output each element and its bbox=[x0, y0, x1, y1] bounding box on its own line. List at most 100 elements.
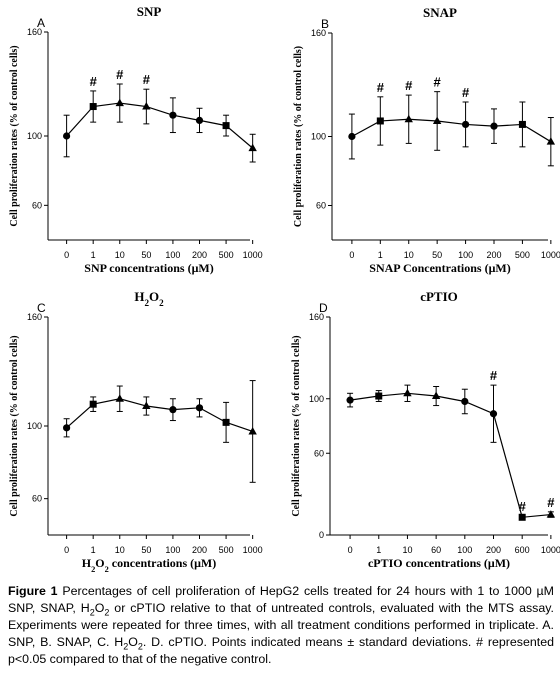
y-axis-label: Cell proliferation rates (% of control c… bbox=[293, 46, 304, 227]
data-point bbox=[142, 102, 151, 110]
significance-mark: # bbox=[143, 72, 151, 87]
data-point bbox=[346, 396, 354, 404]
series-line bbox=[66, 398, 253, 433]
x-tick-label: 10 bbox=[402, 545, 412, 555]
y-tick-label: 60 bbox=[314, 448, 324, 458]
data-point bbox=[375, 392, 383, 400]
x-tick-label: 100 bbox=[165, 545, 180, 555]
x-tick-label: 500 bbox=[219, 250, 234, 260]
x-tick-label: 60 bbox=[431, 545, 441, 555]
data-point bbox=[248, 426, 257, 435]
y-tick-label: 60 bbox=[316, 201, 326, 211]
data-point bbox=[403, 388, 412, 397]
data-point bbox=[142, 401, 151, 410]
data-point bbox=[546, 137, 556, 145]
significance-mark: # bbox=[116, 67, 124, 82]
caption-text-4: O bbox=[128, 635, 138, 649]
y-tick-label: 60 bbox=[32, 494, 42, 504]
x-tick-label: 10 bbox=[115, 250, 125, 260]
y-tick-label: 60 bbox=[32, 200, 42, 210]
caption-sub-2: 2 bbox=[104, 607, 110, 618]
x-tick-label: 1 bbox=[378, 250, 383, 260]
data-point bbox=[461, 397, 469, 406]
series-line bbox=[351, 118, 552, 143]
significance-mark: # bbox=[519, 499, 527, 514]
x-tick-label: 600 bbox=[515, 545, 530, 555]
data-point bbox=[169, 111, 177, 119]
panel-b: SNAP B 60 100 160 0 1 10 50 100 200 500 1000 SNAP Con… bbox=[293, 5, 560, 275]
x-axis-label: cPTIO concentrations (μM) bbox=[368, 556, 510, 570]
data-point bbox=[348, 132, 356, 141]
panel-letter: C bbox=[37, 301, 46, 315]
significance-mark: # bbox=[462, 85, 470, 100]
x-axis-label: H2O2 concentrations (μM) bbox=[82, 556, 217, 574]
panel-letter: D bbox=[319, 301, 328, 315]
y-tick-label: 100 bbox=[27, 421, 42, 431]
data-point bbox=[195, 116, 204, 124]
x-tick-label: 1 bbox=[91, 250, 96, 260]
x-tick-label: 200 bbox=[486, 250, 501, 260]
data-point bbox=[63, 424, 71, 432]
caption-sub-1: 2 bbox=[89, 607, 95, 618]
y-tick-label: 0 bbox=[319, 530, 324, 540]
data-point bbox=[222, 122, 230, 130]
y-axis-label: Cell proliferation rates (% of control c… bbox=[9, 45, 20, 226]
y-tick-label: 160 bbox=[27, 27, 42, 37]
y-tick-label: 100 bbox=[309, 394, 324, 404]
x-tick-label: 0 bbox=[64, 545, 69, 555]
x-tick-label: 10 bbox=[404, 250, 414, 260]
x-tick-label: 1000 bbox=[541, 545, 560, 555]
caption-label: Figure 1 bbox=[8, 584, 58, 598]
data-point bbox=[518, 513, 526, 521]
x-tick-label: 0 bbox=[348, 545, 353, 555]
data-point bbox=[195, 404, 204, 412]
data-point bbox=[63, 132, 71, 140]
data-point bbox=[115, 394, 124, 402]
x-tick-label: 50 bbox=[141, 545, 151, 555]
data-point bbox=[248, 143, 257, 152]
y-axis-label: Cell proliferation rates (% of control c… bbox=[9, 335, 20, 516]
x-tick-label: 50 bbox=[141, 250, 151, 260]
significance-mark: # bbox=[405, 78, 413, 93]
panel-letter: A bbox=[37, 16, 45, 30]
y-tick-label: 160 bbox=[27, 312, 42, 322]
chart-title: cPTIO bbox=[420, 289, 458, 304]
data-point bbox=[222, 418, 230, 426]
data-point bbox=[518, 120, 526, 128]
chart-title: H2O2 bbox=[134, 289, 164, 308]
series-line bbox=[349, 392, 551, 518]
panel-a: SNP A 60 100 160 0 1 10 50 100 200 500 1000 SNP conce… bbox=[9, 4, 263, 275]
y-tick-label: 100 bbox=[27, 131, 42, 141]
significance-mark: # bbox=[377, 80, 385, 95]
x-tick-label: 1 bbox=[376, 545, 381, 555]
data-point bbox=[169, 406, 177, 414]
figure-caption: Figure 1 Percentages of cell proliferati… bbox=[8, 583, 554, 668]
y-axis-label: Cell proliferation rates (% of control c… bbox=[291, 335, 302, 516]
x-tick-label: 100 bbox=[457, 545, 472, 555]
caption-sub-3: 2 bbox=[123, 641, 129, 652]
panel-c: H2O2 C 60 100 160 0 1 10 50 100 200 500 1000 H2O2 con… bbox=[9, 289, 263, 574]
x-tick-label: 0 bbox=[64, 250, 69, 260]
caption-text-1: Percentages of cell proliferation of Hep… bbox=[8, 584, 555, 615]
data-point bbox=[376, 117, 384, 125]
panel-d: cPTIO D 0 60 100 160 0 1 10 60 100 200 600 1000 cPTIO … bbox=[291, 289, 560, 570]
y-tick-label: 160 bbox=[311, 28, 326, 38]
series-line bbox=[66, 102, 254, 149]
x-tick-label: 10 bbox=[115, 545, 125, 555]
x-tick-label: 100 bbox=[165, 250, 180, 260]
x-tick-label: 100 bbox=[458, 250, 473, 260]
caption-sub-4: 2 bbox=[137, 641, 143, 652]
significance-mark: # bbox=[434, 75, 442, 90]
x-tick-label: 500 bbox=[219, 545, 234, 555]
x-axis-label: SNAP Concentrations (μM) bbox=[369, 261, 510, 275]
caption-text-3: or cPTIO relative to that of untreated c… bbox=[8, 601, 554, 649]
x-tick-label: 50 bbox=[432, 250, 442, 260]
y-tick-label: 160 bbox=[309, 312, 324, 322]
x-tick-label: 1000 bbox=[243, 250, 263, 260]
data-point bbox=[432, 116, 442, 124]
x-tick-label: 1 bbox=[91, 545, 96, 555]
caption-text-5: . D. cPTIO. Points indicated means ± sta… bbox=[8, 635, 554, 666]
x-tick-label: 500 bbox=[515, 250, 530, 260]
x-tick-label: 1000 bbox=[541, 250, 560, 260]
